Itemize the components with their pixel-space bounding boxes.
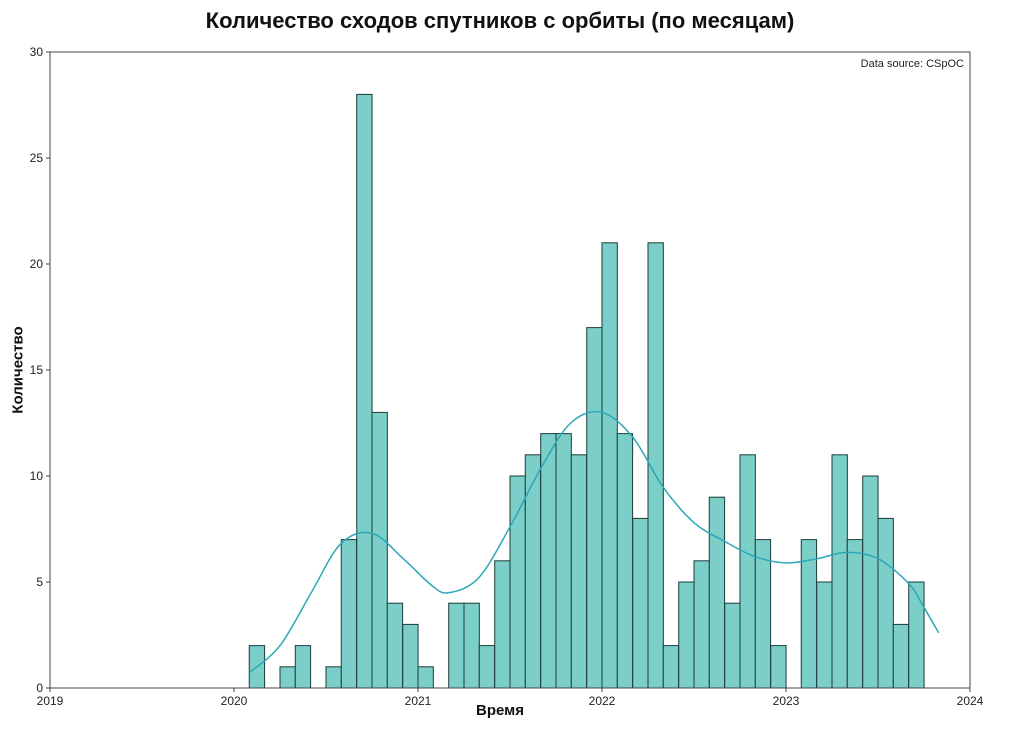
chart-title: Количество сходов спутников с орбиты (по… <box>205 8 795 33</box>
y-tick-label: 25 <box>30 151 44 165</box>
histogram-bar <box>708 496 726 689</box>
y-tick-label: 15 <box>30 363 44 377</box>
histogram-bar <box>816 581 833 689</box>
histogram-bar <box>524 454 542 689</box>
histogram-bar <box>616 433 634 689</box>
histogram-bar <box>693 560 710 689</box>
x-tick-label: 2021 <box>405 694 432 708</box>
y-tick-label: 0 <box>36 681 43 695</box>
histogram-bar <box>770 645 787 689</box>
histogram-bar <box>662 645 680 689</box>
histogram-bar <box>402 623 419 689</box>
histogram-bar <box>754 539 772 689</box>
x-axis-label: Время <box>476 702 524 719</box>
histogram-bar <box>279 666 296 689</box>
x-tick-label: 2020 <box>221 694 248 708</box>
trend-layer <box>248 410 940 674</box>
histogram-bar <box>678 581 695 689</box>
histogram-bar <box>386 602 404 689</box>
histogram-bar <box>325 666 342 689</box>
histogram-bar <box>294 645 312 689</box>
histogram-bar <box>570 454 588 689</box>
x-tick-label: 2022 <box>589 694 616 708</box>
histogram-bar <box>340 539 358 689</box>
x-tick-label: 2019 <box>37 694 64 708</box>
data-source-note: Data source: CSpOC <box>860 58 964 70</box>
histogram-bar <box>371 411 388 689</box>
histogram-bar <box>877 517 894 689</box>
y-tick-label: 10 <box>30 469 44 483</box>
histogram-bar <box>417 666 434 689</box>
x-tick-label: 2023 <box>773 694 800 708</box>
y-tick-label: 20 <box>30 257 44 271</box>
x-tick-label: 2024 <box>957 694 984 708</box>
axis-ticks-layer: 0 5 10 15 20 25 30 2019 2020 2021 2022 2023 2024 <box>30 45 984 708</box>
histogram-bar <box>478 645 496 689</box>
histogram-bar <box>831 454 848 689</box>
histogram-bar <box>862 475 879 689</box>
histogram-bar <box>739 454 756 689</box>
histogram-bar <box>509 475 526 689</box>
histogram-bar <box>540 433 557 689</box>
bars-layer <box>248 93 925 689</box>
histogram-bar <box>586 327 603 689</box>
histogram-bar <box>555 433 572 689</box>
y-tick-label: 5 <box>36 575 43 589</box>
y-tick-label: 30 <box>30 45 44 59</box>
histogram-bar <box>356 93 373 689</box>
histogram-bar <box>908 581 925 689</box>
histogram-bar <box>846 539 864 689</box>
histogram-bar <box>494 560 511 689</box>
histogram-bar <box>448 602 465 689</box>
plot-frame <box>49 51 971 689</box>
histogram-bar <box>892 623 910 689</box>
histogram-bar <box>632 517 649 689</box>
trend-line <box>248 410 940 674</box>
histogram-bar <box>724 602 741 689</box>
histogram-bar <box>463 602 480 689</box>
histogram-bar <box>601 242 618 689</box>
